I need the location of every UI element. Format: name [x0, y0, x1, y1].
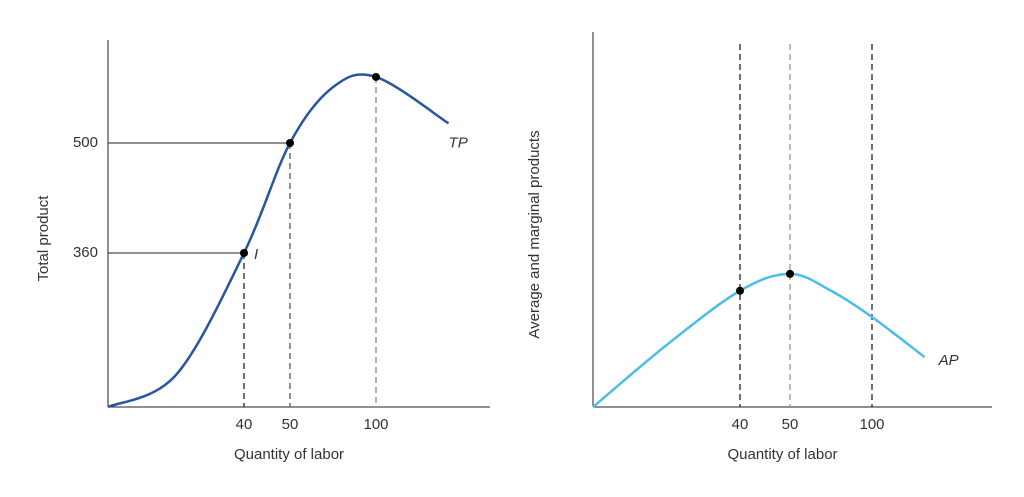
curve	[592, 272, 926, 408]
point	[286, 139, 294, 147]
curve	[107, 73, 450, 409]
x-axis-label: Quantity of labor	[234, 446, 344, 463]
point-label: I	[254, 246, 258, 263]
x-tick-label: 40	[236, 416, 253, 433]
curve-label: TP	[449, 134, 468, 151]
x-axis-label: Quantity of labor	[727, 446, 837, 463]
x-tick-label: 100	[363, 416, 388, 433]
x-tick-label: 50	[282, 416, 299, 433]
point	[240, 249, 248, 257]
y-axis-label: Total product	[35, 195, 52, 282]
x-tick-label: 50	[782, 416, 799, 433]
x-tick-label: 100	[859, 416, 884, 433]
point	[736, 286, 744, 295]
point	[786, 269, 794, 278]
point	[372, 72, 380, 81]
y-tick-label: 360	[73, 244, 98, 261]
y-axis-label: Average and marginal products	[526, 130, 543, 338]
curve-label: AP	[938, 352, 959, 369]
y-tick-label: 500	[73, 134, 98, 151]
x-tick-label: 40	[732, 416, 749, 433]
